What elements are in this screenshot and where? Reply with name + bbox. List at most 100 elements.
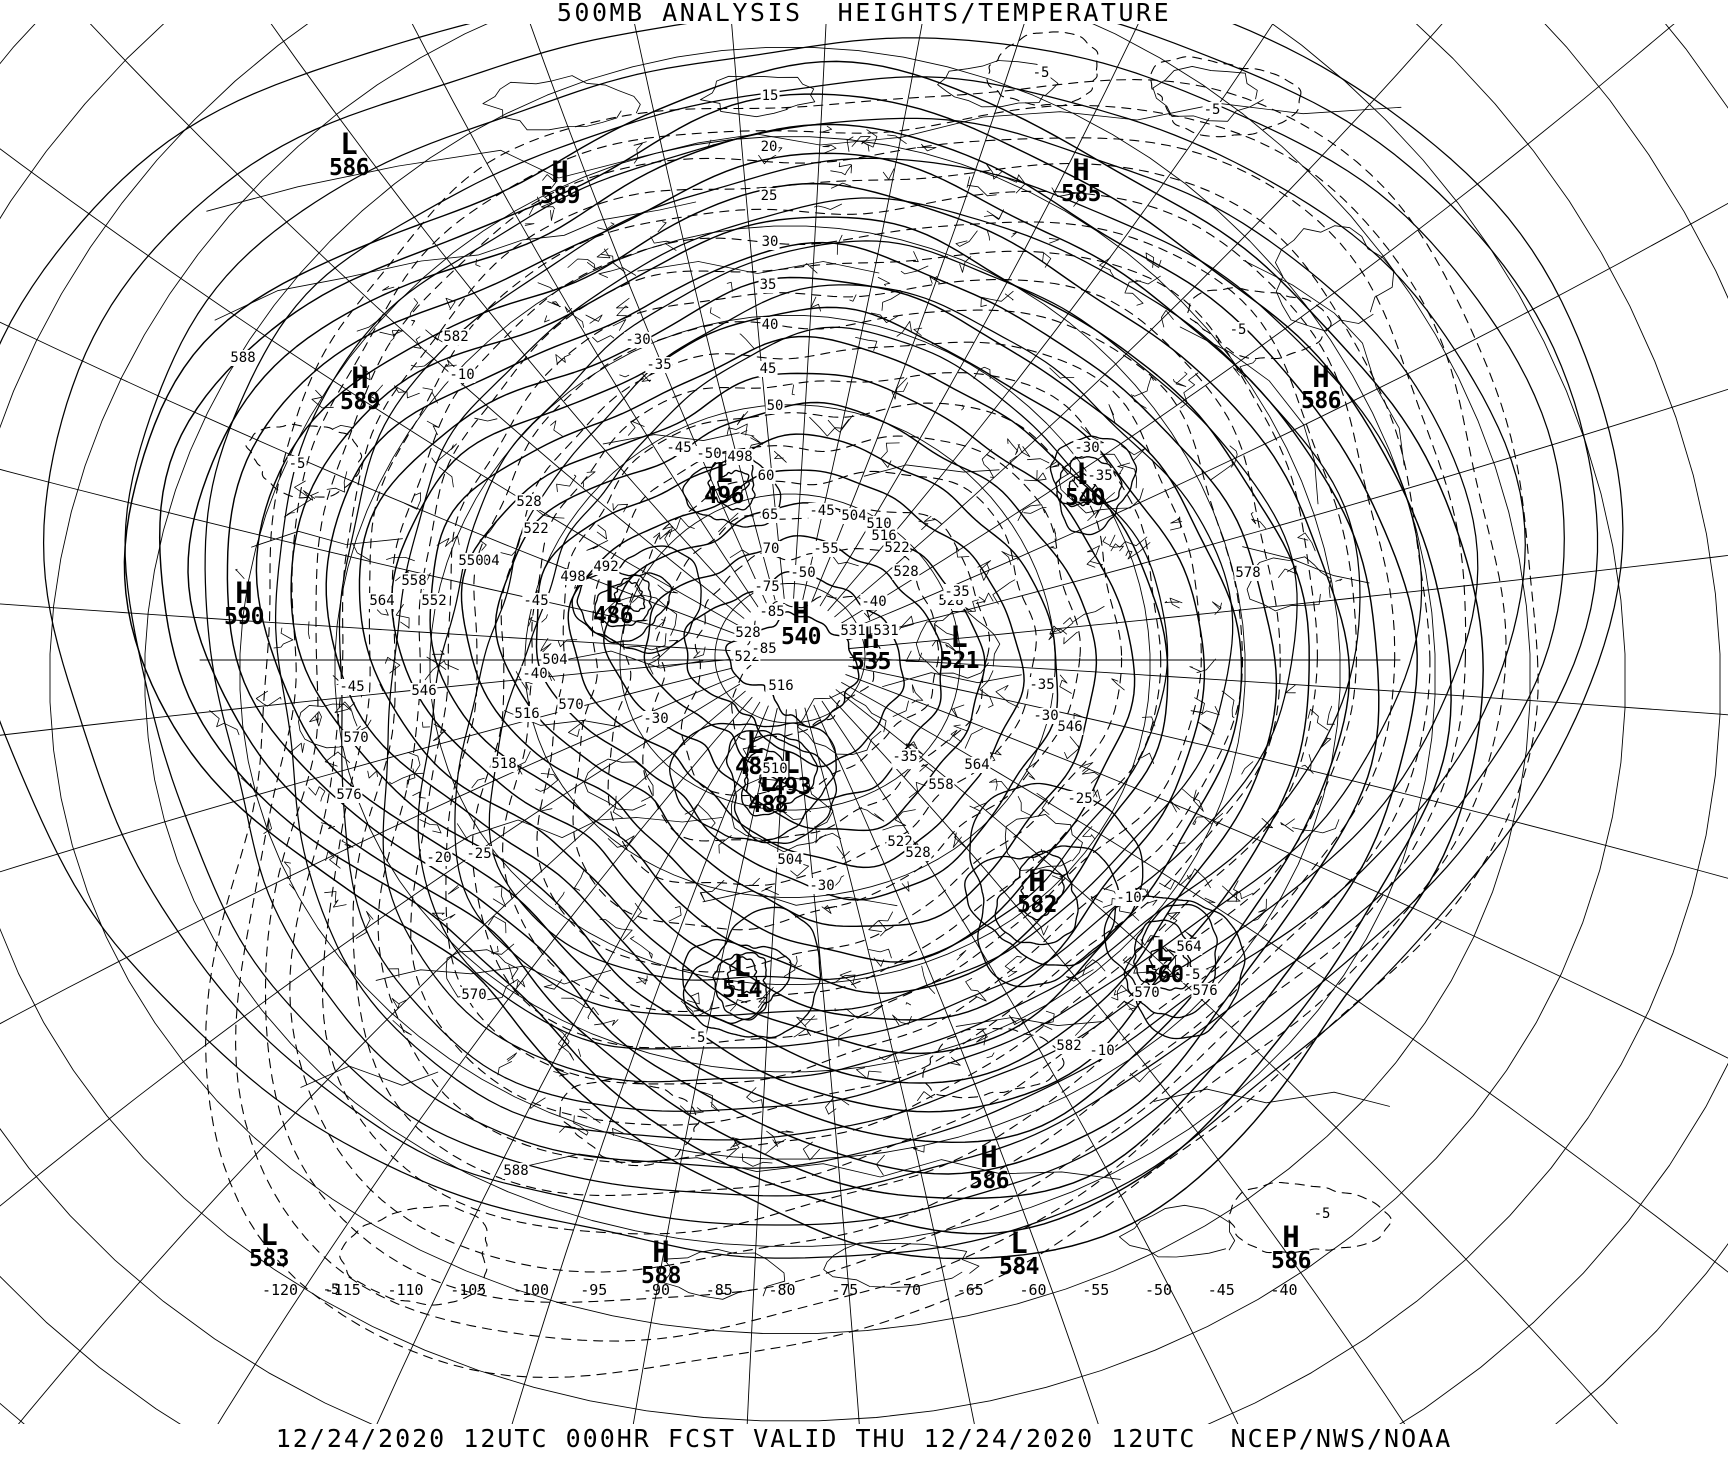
center-value: 486 [592, 602, 634, 629]
height-label: 550 [457, 553, 485, 569]
high-center-586: H 586 [1270, 1220, 1312, 1274]
temperature-label: -25 [1066, 791, 1094, 807]
center-value: 586 [328, 154, 370, 181]
height-label: 546 [410, 683, 438, 699]
center-symbol: H [1282, 1220, 1300, 1255]
longitude-tick: -95 [580, 1281, 608, 1299]
center-value: 586 [1270, 1247, 1312, 1274]
temperature-label: -30 [642, 711, 670, 727]
center-symbol: L [604, 575, 622, 610]
temperature-label: -30 [808, 878, 836, 894]
temperature-label: -30 [1073, 440, 1101, 456]
height-label: 552 [420, 593, 448, 609]
center-symbol: L [746, 726, 764, 761]
temperature-label: -5 [287, 456, 307, 472]
height-label: 558 [400, 573, 428, 589]
height-label: 516 [767, 678, 795, 694]
temperature-label: -35 [1086, 468, 1114, 484]
low-center-486: L 486 [592, 575, 634, 629]
center-value: 582 [1016, 891, 1058, 918]
center-value: 521 [938, 647, 980, 674]
temperature-label: -30 [624, 332, 652, 348]
temperature-label: -55 [812, 541, 840, 557]
longitude-tick: -65 [956, 1281, 984, 1299]
temperature-label: 25 [759, 188, 779, 204]
temperature-label: -35 [943, 584, 971, 600]
temperature-label: -75 [753, 579, 781, 595]
high-center-589: H 589 [539, 158, 581, 209]
height-label: 522 [883, 540, 911, 556]
temperature-label: -40 [860, 594, 888, 610]
center-symbol: H [792, 596, 810, 631]
temperature-label: -50 [789, 565, 817, 581]
height-label: 588 [502, 1163, 530, 1179]
height-label: 498 [559, 569, 587, 585]
temperature-label: -20 [425, 850, 453, 866]
height-label: 504 [840, 508, 868, 524]
temperature-label: 30 [760, 234, 780, 250]
height-label: 570 [460, 987, 488, 1003]
height-label: 528 [892, 564, 920, 580]
center-value: 583 [248, 1245, 290, 1272]
temperature-label: -10 [1088, 1043, 1116, 1059]
latlon-grid [0, 24, 1728, 1424]
temperature-label: -10 [1115, 890, 1143, 906]
height-label: 516 [513, 706, 541, 722]
center-symbol: H [1028, 864, 1046, 899]
center-value: 540 [780, 623, 822, 650]
height-label: 518 [490, 756, 518, 772]
center-value: 493 [770, 773, 812, 800]
height-contours [0, 24, 1624, 1260]
temperature-label: -5 [1031, 65, 1051, 81]
height-label: 578 [1234, 565, 1262, 581]
center-symbol: H [652, 1235, 670, 1270]
height-label: 576 [1191, 983, 1219, 999]
temperature-label: -45 [808, 503, 836, 519]
height-label: 558 [927, 777, 955, 793]
height-label: 510 [761, 761, 789, 777]
longitude-tick: -100 [512, 1281, 550, 1299]
center-symbol: H [980, 1140, 998, 1175]
contour-map-svg [0, 24, 1728, 1424]
high-center-589: H 589 [340, 364, 381, 414]
center-value: 589 [539, 182, 581, 209]
temperature-label: -45 [522, 593, 550, 609]
temperature-label: -5 [687, 1030, 707, 1046]
high-center-588: H 588 [641, 1235, 682, 1288]
height-label: 504 [541, 652, 569, 668]
longitude-tick: -90 [642, 1281, 671, 1299]
center-symbol: H [235, 576, 253, 611]
height-label: 528 [904, 845, 932, 861]
height-label: 564 [1175, 939, 1203, 955]
high-center-586: H 586 [969, 1140, 1010, 1193]
temperature-label: -30 [1032, 708, 1060, 724]
high-center-586: H 586 [1301, 363, 1342, 413]
temperature-label: -85 [758, 604, 786, 620]
page-footer: 12/24/2020 12UTC 000HR FCST VALID THU 12… [275, 1424, 1453, 1453]
temperature-label: -85 [750, 641, 778, 657]
height-label: 528 [734, 625, 762, 641]
longitude-tick: -80 [768, 1281, 796, 1299]
longitude-tick: -70 [893, 1281, 922, 1299]
longitude-tick: -120 [261, 1281, 299, 1299]
height-label: 564 [368, 593, 396, 609]
center-symbol: H [1072, 153, 1090, 188]
height-label: 531 [839, 623, 867, 639]
temperature-label: -5 [1182, 967, 1202, 983]
temperature-label: 15 [760, 88, 780, 104]
map-canvas [0, 24, 1728, 1424]
height-label: 531 [872, 623, 900, 639]
height-label: 522 [522, 521, 550, 537]
height-label: 582 [442, 329, 470, 345]
temperature-label: -5 [1228, 322, 1248, 338]
center-value: 585 [1060, 180, 1102, 207]
temperature-label: -45 [665, 440, 693, 456]
high-center-582: H 582 [1016, 864, 1058, 918]
center-value: 540 [1064, 484, 1106, 511]
low-center-583: L 583 [248, 1221, 290, 1272]
center-symbol: L [1155, 934, 1173, 969]
center-symbol: L [733, 949, 751, 984]
temperature-label: -5 [321, 1282, 341, 1298]
height-label: 582 [1055, 1038, 1083, 1054]
low-center-540: L 540 [1064, 460, 1106, 511]
